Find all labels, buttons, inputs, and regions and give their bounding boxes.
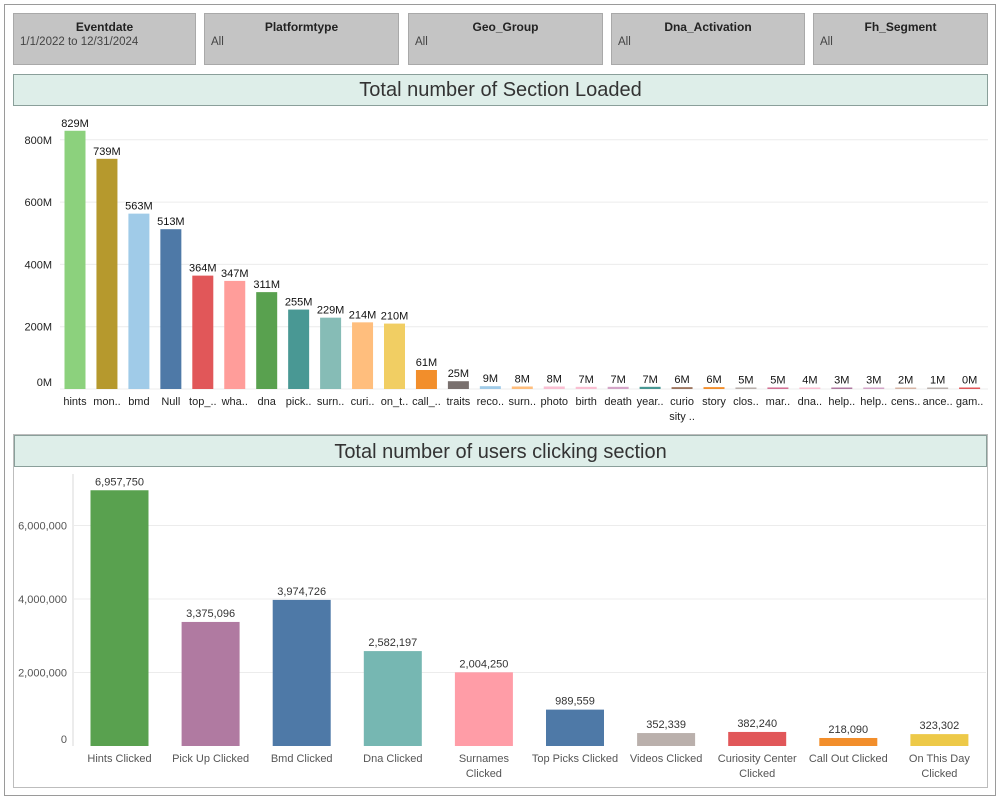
users-clicking-chart-title: Total number of users clicking section <box>14 435 987 467</box>
filter-title: Dna_Activation <box>664 20 752 34</box>
filter-value: All <box>211 36 224 48</box>
filter-title: Geo_Group <box>472 20 539 34</box>
filter-value: All <box>820 36 833 48</box>
filter-value: All <box>618 36 631 48</box>
filter-dna-activation[interactable]: Dna_Activation All <box>611 13 805 65</box>
filter-value: All <box>415 36 428 48</box>
filter-title: Platformtype <box>264 20 339 34</box>
filter-title: Eventdate <box>75 20 134 34</box>
filter-platformtype[interactable]: Platformtype All <box>204 13 399 65</box>
filter-geo-group[interactable]: Geo_Group All <box>408 13 603 65</box>
filter-title: Fh_Segment <box>864 20 937 34</box>
filter-fh-segment[interactable]: Fh_Segment All <box>813 13 988 65</box>
dashboard <box>4 4 996 796</box>
filter-eventdate[interactable]: Eventdate 1/1/2022 to 12/31/2024 <box>13 13 196 65</box>
users-clicking-chart-frame <box>13 434 988 788</box>
filter-bar: Eventdate 1/1/2022 to 12/31/2024 Platfor… <box>0 8 1000 66</box>
filter-value: 1/1/2022 to 12/31/2024 <box>20 36 139 48</box>
section-loaded-chart-title: Total number of Section Loaded <box>13 74 988 106</box>
